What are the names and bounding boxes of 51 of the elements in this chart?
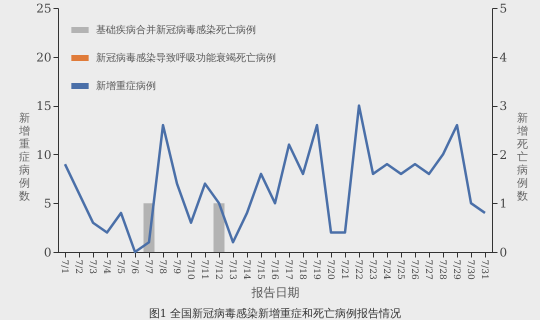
y2-tick-label: 5 bbox=[500, 2, 508, 16]
x-tick-label: 7/15 bbox=[255, 260, 265, 280]
x-tick-label: 7/28 bbox=[437, 260, 447, 280]
x-tick-label: 7/6 bbox=[129, 260, 139, 274]
x-tick-label: 7/26 bbox=[409, 260, 419, 280]
y-tick-label: 0 bbox=[44, 246, 52, 260]
x-tick-label: 7/31 bbox=[479, 260, 489, 280]
x-tick-label: 7/20 bbox=[325, 260, 335, 280]
y2-tick-label: 3 bbox=[500, 99, 508, 114]
x-tick-label: 7/9 bbox=[171, 260, 181, 274]
x-tick-label: 7/5 bbox=[115, 260, 125, 274]
x-tick-label: 7/16 bbox=[269, 260, 279, 280]
y2-tick-label: 1 bbox=[500, 196, 508, 211]
x-tick-label: 7/3 bbox=[87, 260, 97, 274]
x-tick-label: 7/17 bbox=[283, 260, 293, 280]
line-series bbox=[64, 104, 486, 254]
y2-tick-label: 4 bbox=[500, 50, 508, 64]
x-tick-label: 7/30 bbox=[465, 260, 475, 280]
x-tick-label: 7/4 bbox=[101, 260, 111, 274]
x-tick-label: 7/18 bbox=[297, 260, 307, 280]
y-tick-label: 15 bbox=[36, 99, 52, 114]
x-tick-label: 7/11 bbox=[199, 260, 209, 280]
x-tick-label: 7/21 bbox=[339, 260, 349, 280]
x-tick-label: 7/13 bbox=[227, 260, 237, 280]
x-tick-label: 7/12 bbox=[213, 260, 223, 280]
y-axis-title: 新增重症病例数 bbox=[18, 112, 30, 202]
legend-label: 新冠病毒感染导致呼吸功能衰竭死亡病例 bbox=[96, 52, 276, 64]
x-tick-label: 7/10 bbox=[185, 260, 195, 280]
y2-tick-label: 0 bbox=[500, 246, 508, 260]
y2-tick-label: 2 bbox=[500, 148, 508, 162]
x-tick-label: 7/19 bbox=[311, 260, 321, 280]
x-tick-label: 7/7 bbox=[143, 260, 153, 274]
x-tick-label: 7/1 bbox=[59, 260, 69, 274]
x-tick-label: 7/24 bbox=[381, 260, 391, 280]
caption: 图1 全国新冠病毒感染新增重症和死亡病例报告情况 bbox=[148, 307, 402, 320]
x-tick-label: 7/8 bbox=[157, 260, 167, 274]
x-tick-label: 7/27 bbox=[423, 260, 433, 280]
x-tick-label: 7/22 bbox=[353, 260, 363, 280]
x-tick-label: 7/14 bbox=[241, 260, 251, 280]
y2-axis-title: 新增死亡病例数 bbox=[516, 112, 528, 202]
legend-label: 基础疾病合并新冠病毒感染死亡病例 bbox=[96, 24, 256, 36]
x-tick-label: 7/29 bbox=[451, 260, 461, 280]
x-tick-label: 7/25 bbox=[395, 260, 405, 280]
legend-label: 新增重症病例 bbox=[96, 80, 156, 92]
x-tick-label: 7/2 bbox=[73, 260, 83, 274]
y-tick-label: 25 bbox=[36, 2, 52, 16]
y-tick-label: 10 bbox=[36, 148, 52, 162]
x-axis-title: 报告日期 bbox=[250, 286, 300, 300]
y-tick-label: 5 bbox=[44, 196, 52, 211]
y-tick-label: 20 bbox=[36, 50, 52, 64]
x-tick-label: 7/23 bbox=[367, 260, 377, 280]
